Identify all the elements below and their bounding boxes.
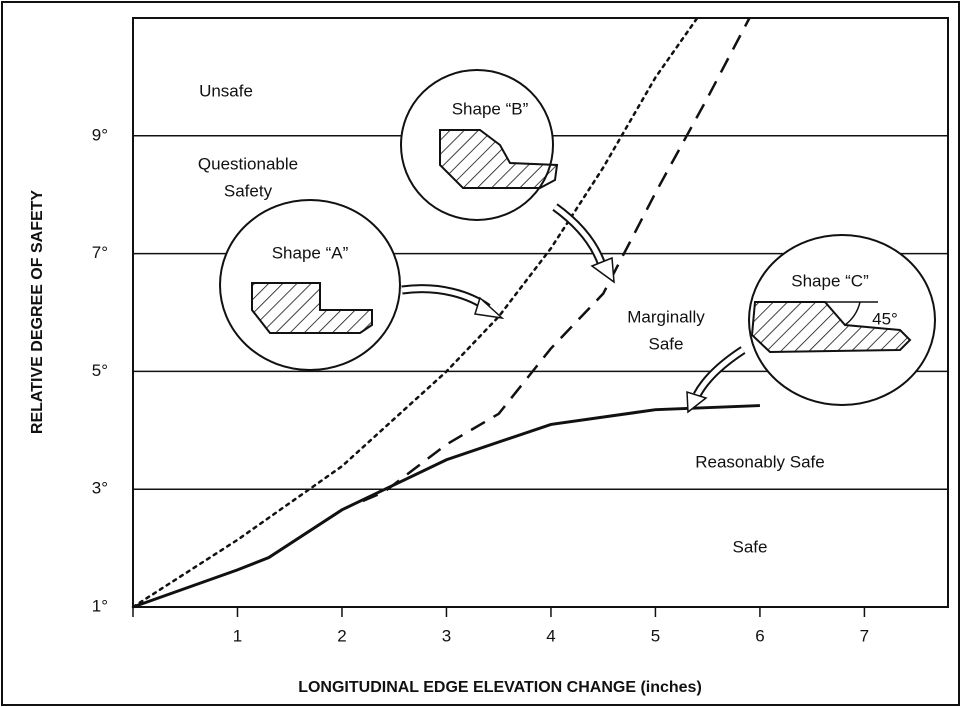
y-axis-title: RELATIVE DEGREE OF SAFETY — [29, 190, 46, 435]
callout-label: Shape “C” — [791, 271, 869, 290]
x-axis-title: LONGITUDINAL EDGE ELEVATION CHANGE (inch… — [298, 679, 702, 696]
angle-label: 45° — [872, 309, 898, 328]
x-tick-label: 2 — [337, 626, 346, 645]
x-tick-label: 6 — [755, 626, 764, 645]
x-tick-label: 5 — [651, 626, 660, 645]
zone-label: Unsafe — [199, 81, 253, 100]
zone-label: Safe — [649, 334, 684, 353]
zone-label: Questionable — [198, 154, 298, 173]
zone-label: Marginally — [627, 307, 705, 326]
y-tick-label: 1° — [92, 596, 108, 615]
chart: 1° 3° 5° 7° 9° 1 2 3 4 5 6 7 Unsafe Questionable Sa… — [0, 0, 961, 707]
x-tick-label: 1 — [233, 626, 242, 645]
zone-label: Safe — [733, 537, 768, 556]
y-tick-label: 7° — [92, 243, 108, 262]
callout-label: Shape “B” — [452, 99, 529, 118]
y-tick-label: 9° — [92, 125, 108, 144]
y-tick-label: 3° — [92, 479, 108, 498]
y-tick-label: 5° — [92, 361, 108, 380]
callout-label: Shape “A” — [272, 243, 349, 262]
zone-label: Safety — [224, 181, 273, 200]
x-tick-label: 7 — [860, 626, 869, 645]
zone-label: Reasonably Safe — [695, 452, 824, 471]
x-tick-label: 3 — [442, 626, 451, 645]
x-tick-label: 4 — [546, 626, 555, 645]
